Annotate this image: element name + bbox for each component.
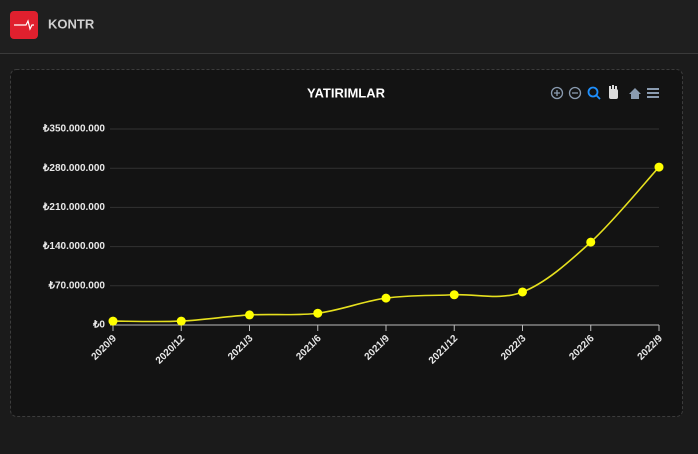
toolbar [550,85,659,100]
zoom-out[interactable] [568,86,582,100]
chart-title: YATIRIMLAR [307,85,386,100]
y-tick-label: ₺70.000.000 [48,280,106,291]
pan[interactable] [609,85,618,99]
menu[interactable] [647,88,659,98]
data-point [449,290,459,300]
data-point [313,308,323,318]
chart-card [10,69,683,417]
header-bar [0,0,698,53]
data-point [381,293,391,303]
logo-mark [14,19,34,31]
data-point [586,237,596,247]
data-point [176,316,186,326]
y-tick-label: ₺140.000.000 [42,241,105,252]
data-point [518,287,527,297]
reset[interactable] [629,88,641,99]
zoom-select[interactable] [587,86,601,100]
y-tick-label: ₺350.000.000 [42,124,105,135]
zoom-in[interactable] [550,86,564,100]
y-tick-label: ₺0 [92,320,105,331]
y-tick-label: ₺210.000.000 [42,202,105,213]
y-tick-label: ₺280.000.000 [42,163,105,174]
app-title: KONTR [48,16,95,31]
data-point [654,162,664,172]
data-point [245,310,254,320]
data-point [108,316,118,326]
